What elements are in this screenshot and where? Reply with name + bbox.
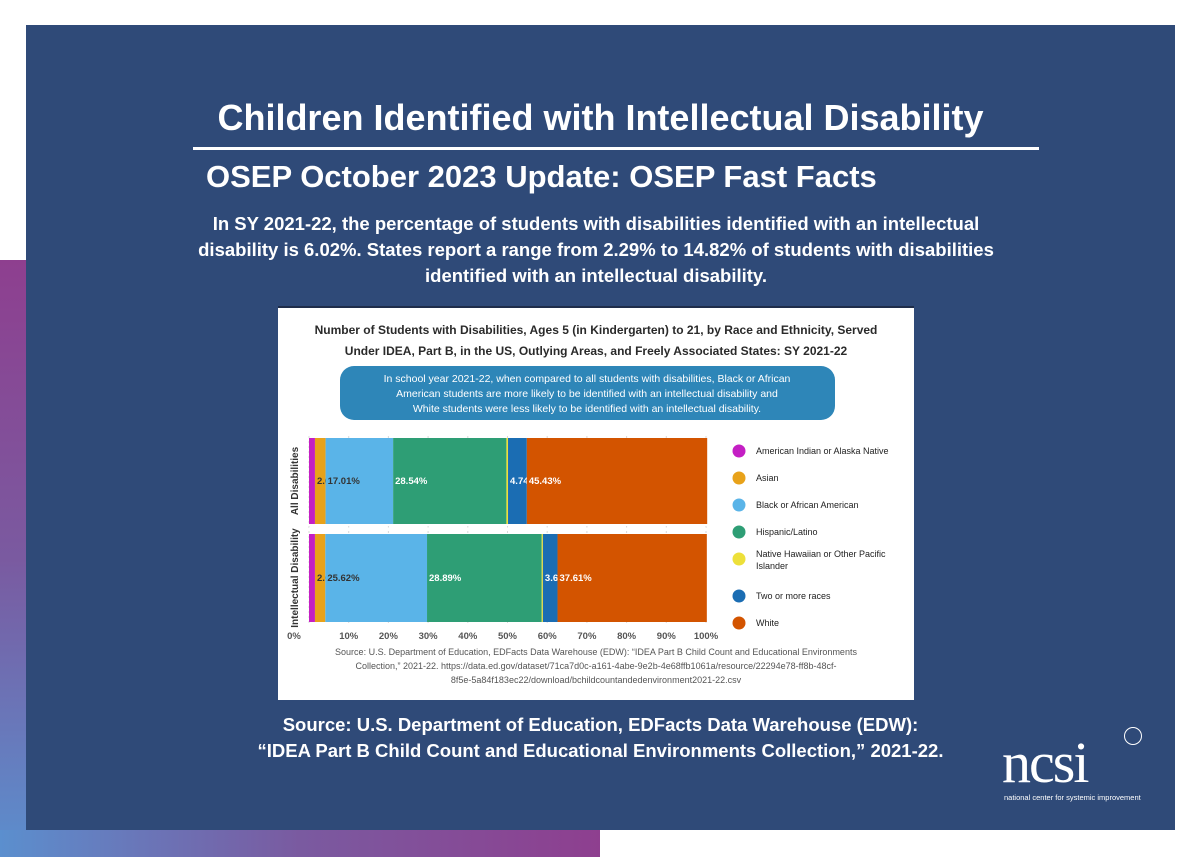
bar-segment — [309, 534, 315, 622]
logo-tagline: national center for systemic improvement — [1004, 793, 1141, 802]
legend-swatch — [732, 471, 746, 485]
left-gradient-stripe — [0, 260, 26, 857]
data-label: 4.74% — [510, 476, 537, 487]
chart-source-text: 8f5e-5a84f183ec22/download/bchildcountan… — [451, 675, 742, 685]
source-line-1: Source: U.S. Department of Education, ED… — [282, 714, 919, 735]
data-label: 25.62% — [327, 573, 360, 584]
x-tick-label: 90% — [657, 631, 677, 642]
x-tick-label: 0% — [287, 631, 301, 642]
source-citation: Source: U.S. Department of Education, ED… — [26, 712, 1175, 764]
legend-label: Native Hawaiian or Other Pacific — [756, 549, 886, 559]
data-label: 28.89% — [429, 573, 462, 584]
globe-icon — [1124, 727, 1142, 745]
x-tick-label: 30% — [419, 631, 439, 642]
source-line-2: “IDEA Part B Child Count and Educational… — [257, 740, 944, 761]
chart-callout-text: White students were less likely to be id… — [413, 403, 761, 415]
legend-swatch — [732, 616, 746, 630]
legend-label: American Indian or Alaska Native — [756, 446, 889, 456]
data-label: 37.61% — [560, 573, 593, 584]
bar-segment — [542, 534, 558, 622]
data-label: 28.54% — [395, 476, 428, 487]
chart-svg: Number of Students with Disabilities, Ag… — [287, 323, 889, 685]
legend-label: Two or more races — [756, 591, 831, 601]
page-subtitle: OSEP October 2023 Update: OSEP Fast Fact… — [206, 159, 877, 194]
legend-label: White — [756, 618, 779, 628]
summary-text: In SY 2021-22, the percentage of student… — [198, 213, 994, 286]
bar-segment — [325, 534, 428, 622]
bar-segment — [325, 438, 394, 524]
chart-source-text: Collection,” 2021-22. https://data.ed.go… — [355, 661, 836, 671]
chart-callout-text: In school year 2021-22, when compared to… — [384, 373, 791, 385]
bar-segment — [526, 438, 708, 524]
chart-title: Under IDEA, Part B, in the US, Outlying … — [345, 344, 848, 358]
legend-swatch — [732, 444, 746, 458]
chart-callout-box — [340, 366, 835, 420]
x-tick-label: 20% — [379, 631, 399, 642]
legend-label: Black or African American — [756, 500, 859, 510]
bar-segment — [393, 438, 507, 524]
x-tick-label: 100% — [694, 631, 719, 642]
data-label: 45.43% — [529, 476, 562, 487]
chart-source-text: Source: U.S. Department of Education, ED… — [335, 647, 857, 657]
legend-label: Hispanic/Latino — [756, 527, 818, 537]
ncsi-logo: ncsi national center for systemic improv… — [1002, 727, 1162, 815]
logo-wordmark: ncsi — [1002, 730, 1089, 795]
bar-segment — [314, 438, 326, 524]
category-label: All Disabilities — [290, 446, 301, 515]
bar-segment — [309, 438, 315, 524]
data-label: 17.01% — [328, 476, 361, 487]
bar-segment — [508, 438, 527, 524]
main-panel: Children Identified with Intellectual Di… — [26, 25, 1175, 830]
x-tick-label: 60% — [538, 631, 558, 642]
legend-label: Islander — [756, 561, 788, 571]
x-tick-label: 50% — [498, 631, 518, 642]
bar-segment — [557, 534, 707, 622]
legend-swatch — [732, 589, 746, 603]
chart-callout-text: American students are more likely to be … — [396, 388, 778, 400]
x-tick-label: 40% — [458, 631, 478, 642]
x-tick-label: 80% — [617, 631, 637, 642]
legend-swatch — [732, 552, 746, 566]
page-title: Children Identified with Intellectual Di… — [217, 97, 984, 138]
bar-segment — [314, 534, 326, 622]
bar-segment — [506, 438, 509, 524]
x-tick-label: 70% — [577, 631, 597, 642]
bar-segment — [541, 534, 543, 622]
bar-segment — [427, 534, 542, 622]
legend-swatch — [732, 498, 746, 512]
chart-image: Number of Students with Disabilities, Ag… — [278, 306, 914, 700]
chart-title: Number of Students with Disabilities, Ag… — [315, 323, 878, 337]
title-underline — [193, 147, 1039, 150]
x-tick-label: 10% — [339, 631, 359, 642]
legend-swatch — [732, 525, 746, 539]
legend-label: Asian — [756, 473, 779, 483]
bottom-gradient-stripe — [0, 830, 600, 857]
category-label: Intellectual Disability — [290, 528, 301, 628]
